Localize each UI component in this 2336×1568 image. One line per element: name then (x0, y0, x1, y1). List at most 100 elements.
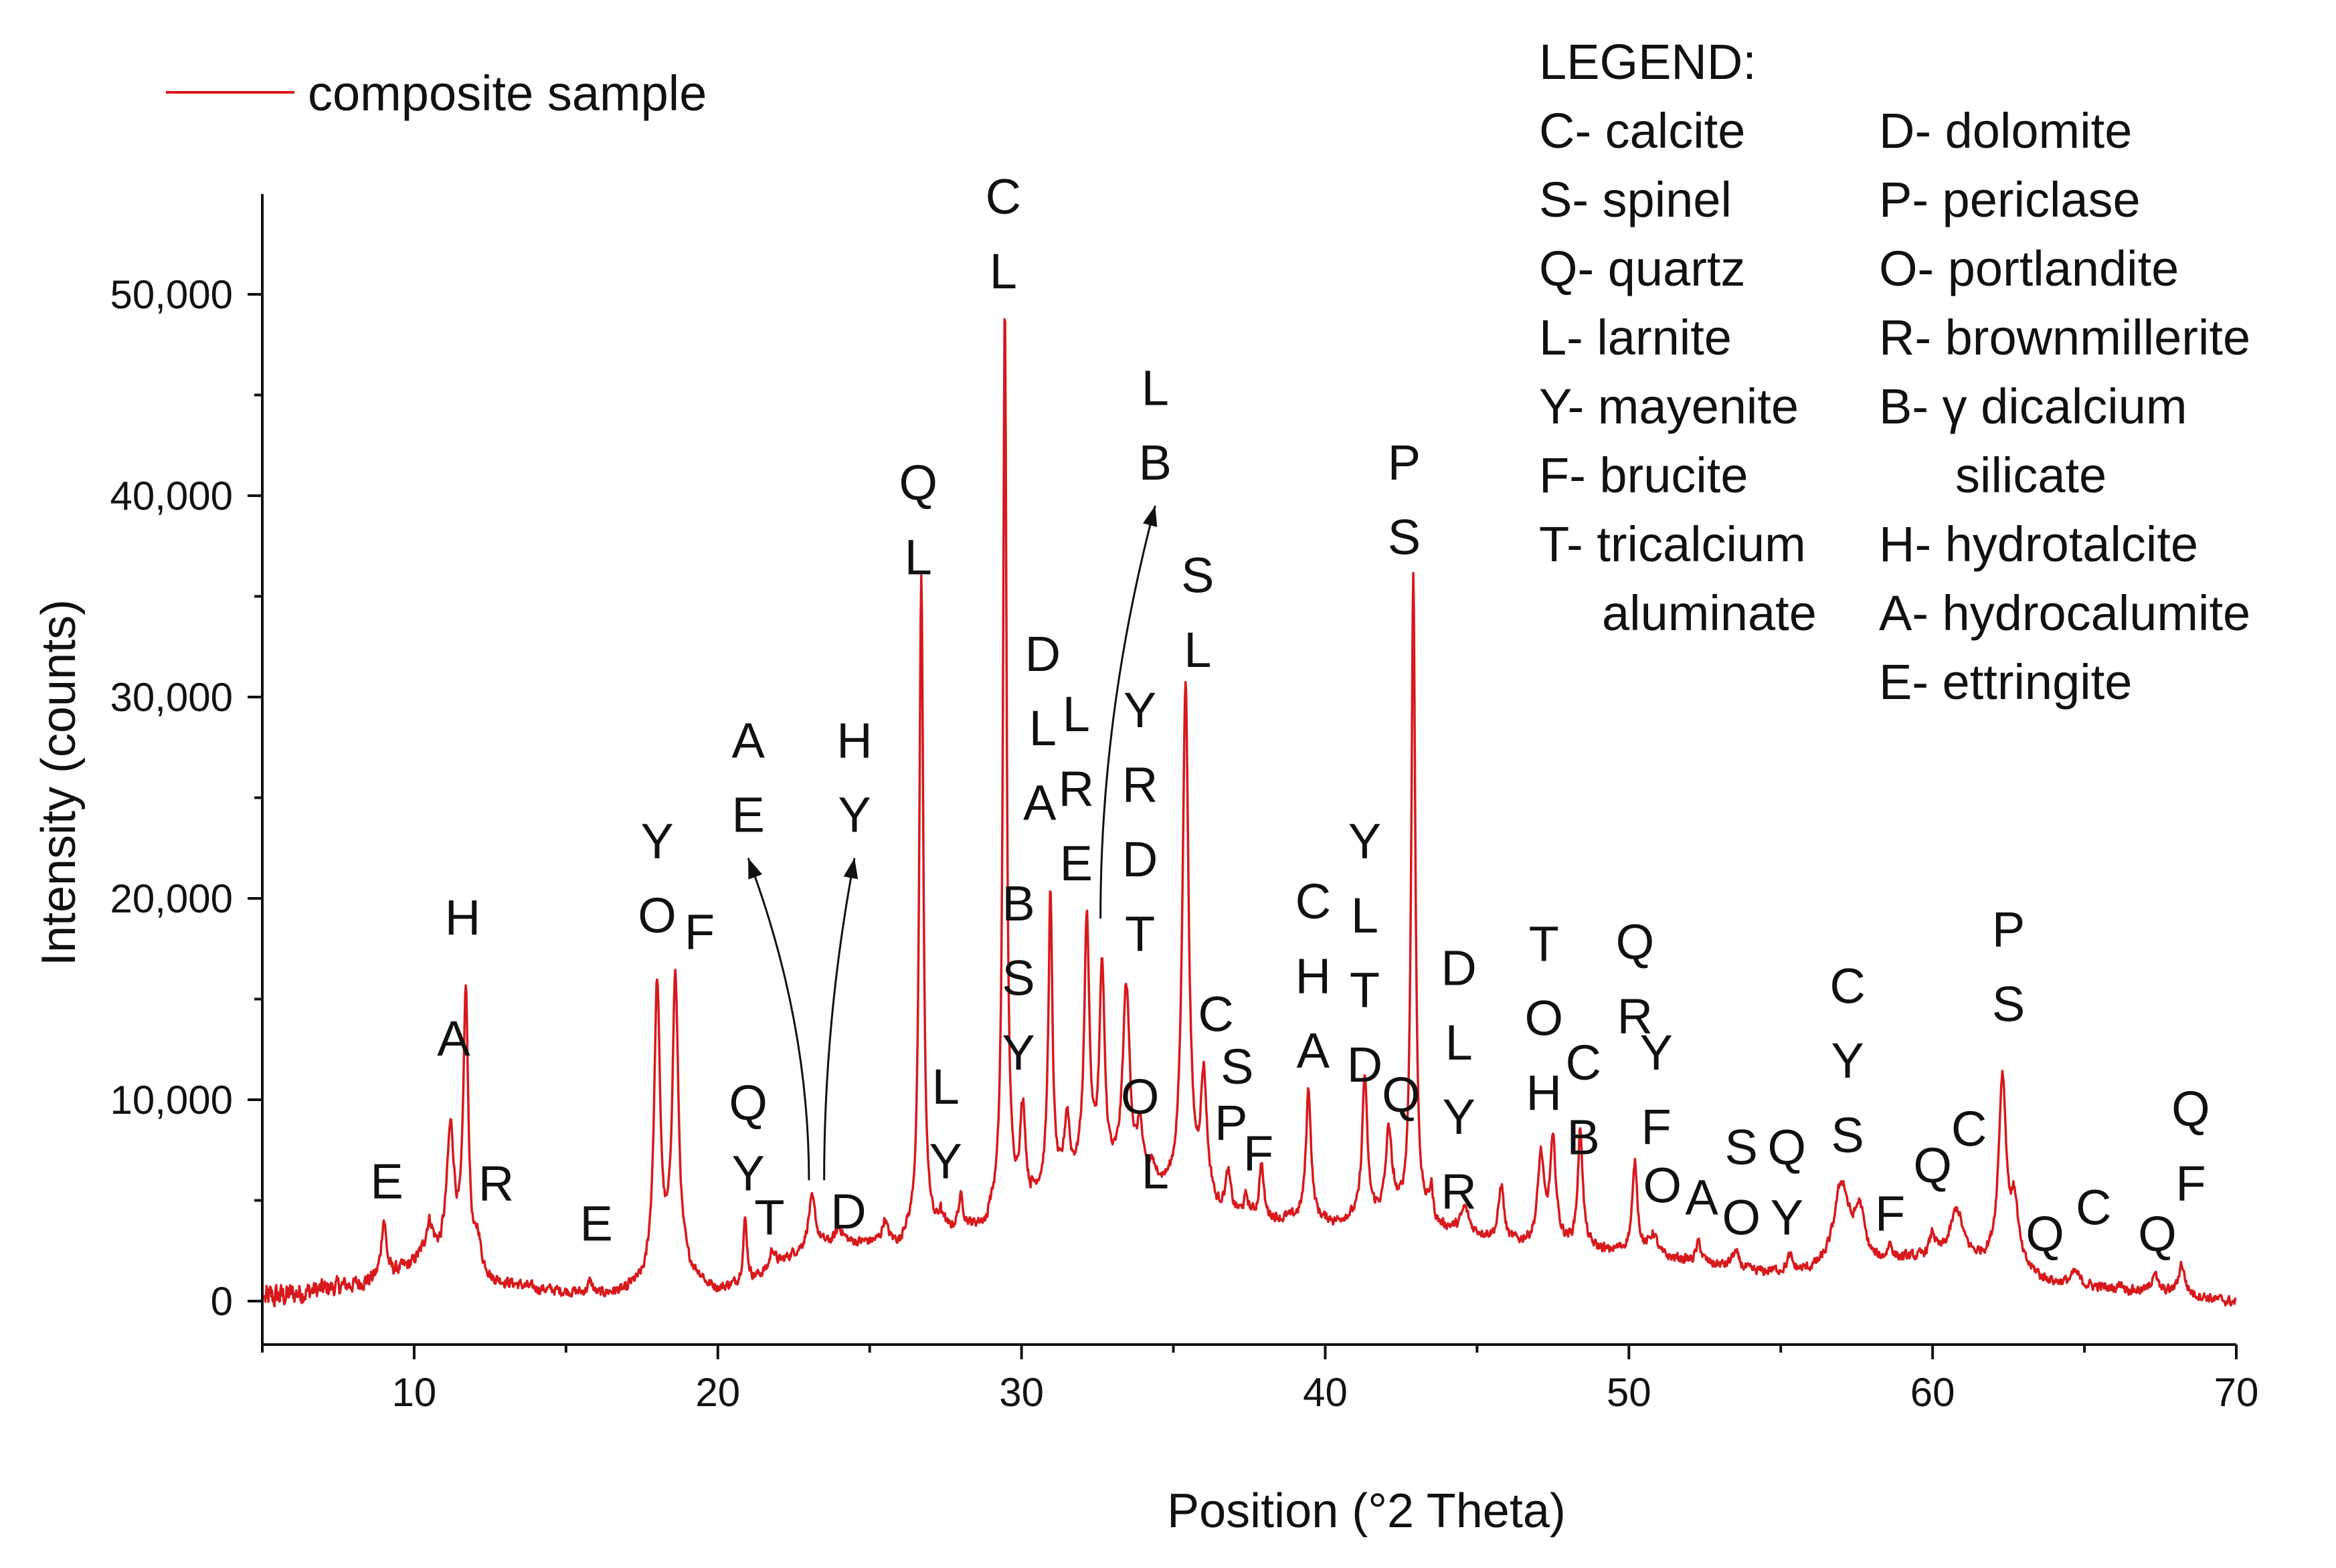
phase-legend-entry: D- dolomite (1879, 103, 2132, 159)
peak-label: L (1184, 622, 1211, 678)
x-tick-label: 50 (1607, 1370, 1651, 1415)
peak-label: P (1388, 435, 1421, 490)
peak-label: C (1829, 959, 1865, 1014)
phase-legend-entry: T- tricalcium (1539, 516, 1806, 572)
phase-legend-entry: O- portlandite (1879, 241, 2179, 296)
peak-label: Y (1771, 1190, 1803, 1246)
peak-label: C (2076, 1180, 2111, 1236)
peak-label: H (1295, 948, 1331, 1003)
phase-legend-heading: LEGEND: (1539, 34, 1757, 90)
x-tick-label: 20 (695, 1370, 740, 1415)
y-tick-label: 50,000 (110, 272, 233, 317)
peak-label: R (1059, 761, 1094, 817)
phase-legend-entry: E- ettringite (1879, 654, 2132, 710)
peak-label: Q (2138, 1206, 2177, 1262)
phase-legend-entry: Q- quartz (1539, 241, 1745, 296)
peak-label: B (1002, 876, 1035, 931)
peak-label: H (1526, 1065, 1562, 1120)
peak-label: S (1221, 1039, 1253, 1094)
peak-label: C (1295, 874, 1331, 929)
peak-label: D (1025, 626, 1061, 682)
peak-label: Y (1002, 1025, 1035, 1080)
y-axis-title: Intensity (counts) (32, 599, 86, 966)
peak-label: C (1566, 1035, 1601, 1090)
peak-label: O (1121, 1069, 1160, 1124)
peak-label: Q (1382, 1067, 1421, 1122)
peak-label: L (932, 1059, 960, 1114)
annotation-arrow-line (823, 858, 856, 1181)
peak-label: B (1139, 435, 1172, 490)
peak-label: C (1198, 987, 1233, 1042)
annotation-arrow-head (843, 858, 859, 880)
series-legend: composite sample (166, 66, 707, 121)
x-tick-label: 60 (1910, 1370, 1955, 1415)
peak-label: C (1951, 1101, 1987, 1157)
peak-label: S (1002, 950, 1035, 1005)
peak-label: R (1617, 989, 1653, 1044)
phase-legend-entry: Y- mayenite (1539, 379, 1799, 434)
annotation-arrow-head (748, 858, 763, 880)
phase-legend-entry: S- spinel (1539, 172, 1732, 227)
peak-label: L (1142, 361, 1169, 416)
peak-label: E (370, 1153, 403, 1209)
peak-label: P (1215, 1095, 1247, 1151)
phase-legend-entry: P- periclase (1879, 172, 2141, 227)
peak-label: Q (2026, 1206, 2064, 1262)
peak-label: Q (1616, 914, 1655, 969)
peak-label: E (731, 787, 764, 843)
phase-legend-entry: C- calcite (1539, 103, 1745, 159)
peak-label: T (1529, 916, 1559, 971)
peak-label: Q (899, 455, 938, 510)
peak-label: S (1992, 977, 2025, 1032)
phase-legend-entry: L- larnite (1539, 310, 1732, 365)
peak-label: L (1029, 700, 1057, 756)
peak-label: Q (1913, 1137, 1952, 1193)
axes: 10 20 30 40 50 60 70 0 10,000 20,000 30,000 40,000 5… (110, 194, 2258, 1415)
peak-label: L (1445, 1015, 1473, 1070)
peak-label: A (1023, 775, 1057, 831)
peak-label: D (1347, 1037, 1382, 1092)
peak-label: L (1063, 686, 1090, 742)
peak-label: E (580, 1196, 613, 1252)
peak-label: R (478, 1156, 514, 1211)
peak-label: Y (1639, 1025, 1672, 1080)
phase-legend: LEGEND: C- calcite S- spinel Q- quartz L… (1539, 34, 2250, 710)
y-tick-label: 20,000 (110, 876, 233, 921)
peak-label: H (445, 890, 480, 945)
annotation-arrow-line (1099, 505, 1156, 919)
peak-label: Q (2171, 1081, 2210, 1137)
y-tick-label: 40,000 (110, 474, 233, 518)
y-tick-label: 10,000 (110, 1078, 233, 1122)
phase-legend-entry: A- hydrocalumite (1879, 585, 2250, 641)
peak-label: S (1388, 509, 1421, 565)
peak-label: O (1722, 1190, 1761, 1246)
peak-label: S (1725, 1119, 1758, 1175)
x-tick-label: 40 (1303, 1370, 1348, 1415)
peak-label: Y (1831, 1033, 1864, 1088)
peak-label: O (638, 888, 677, 943)
peak-label: S (1181, 547, 1214, 603)
x-tick-label: 10 (392, 1370, 437, 1415)
peak-label: L (1142, 1143, 1169, 1199)
series-legend-label: composite sample (308, 66, 707, 121)
phase-legend-entry: aluminate (1602, 585, 1817, 641)
peak-label: Y (838, 787, 871, 843)
peak-label: O (1643, 1158, 1682, 1213)
peak-label: L (905, 529, 932, 585)
phase-legend-entry: H- hydrotalcite (1879, 516, 2198, 572)
peak-label: F (2175, 1156, 2206, 1211)
peak-label: D (1441, 940, 1476, 995)
peak-label: T (754, 1190, 784, 1246)
annotation-arrow-head (1142, 506, 1158, 527)
peak-label: B (1567, 1109, 1600, 1165)
y-tick-label: 30,000 (110, 675, 233, 720)
phase-legend-entry: B- γ dicalcium (1879, 379, 2187, 434)
peak-label: Q (1768, 1119, 1807, 1175)
peak-label: A (1686, 1170, 1719, 1226)
peak-label: Y (1124, 682, 1156, 738)
peak-label: E (1060, 836, 1093, 891)
peak-label: Q (729, 1075, 768, 1131)
